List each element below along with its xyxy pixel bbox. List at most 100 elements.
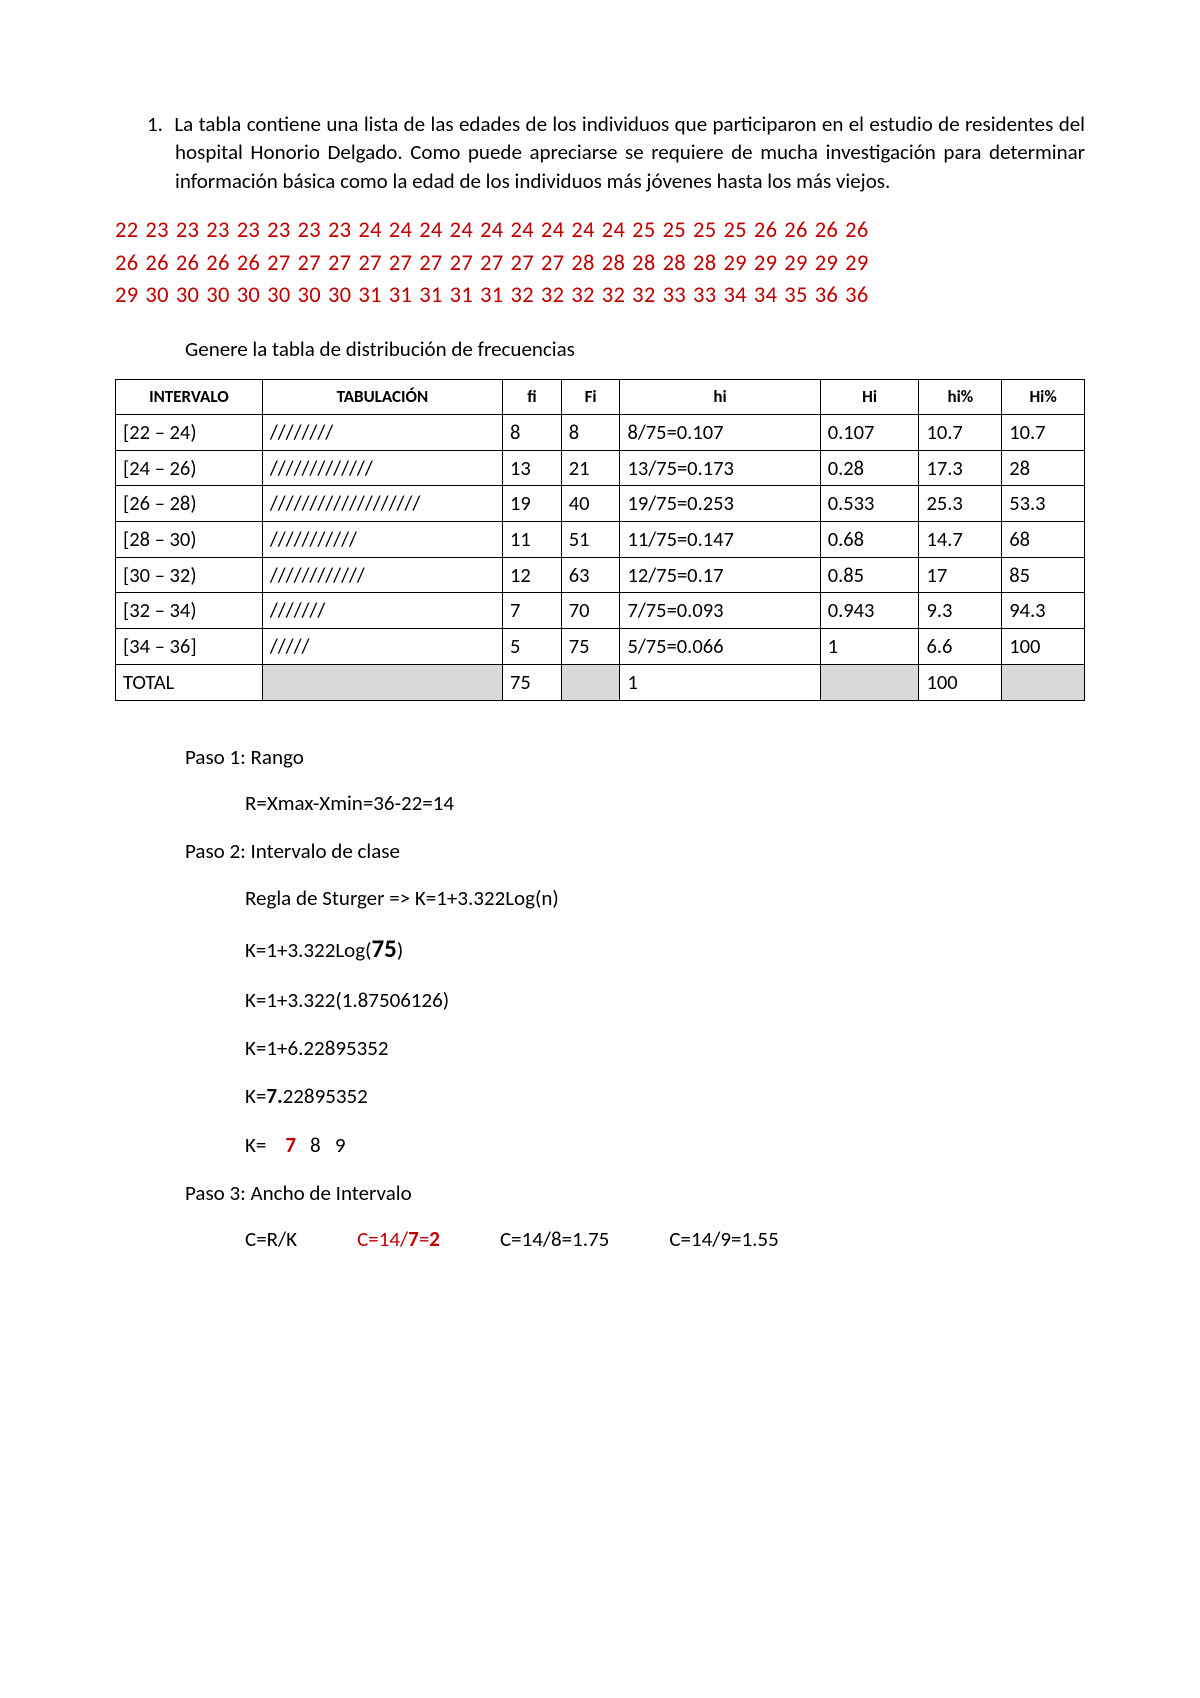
cell-total-Fi — [561, 664, 620, 700]
data-value: 26 — [206, 250, 229, 277]
data-value: 31 — [450, 282, 473, 309]
paso3-c3: C=14/8=1.75 — [500, 1225, 609, 1253]
cell-tab: /////// — [262, 593, 502, 629]
paso2-l5-pre: K= — [245, 1083, 266, 1109]
cell-intervalo: [30 – 32) — [116, 557, 263, 593]
data-value: 29 — [815, 250, 838, 277]
data-value: 30 — [298, 282, 321, 309]
cell-fi: 13 — [503, 450, 562, 486]
data-value: 31 — [389, 282, 412, 309]
cell-hipct: 9.3 — [919, 593, 1002, 629]
data-value: 27 — [480, 250, 503, 277]
th-hi: hi — [620, 380, 820, 415]
paso2-line3: K=1+3.322(1.87506126) — [245, 986, 1085, 1014]
cell-Fi: 8 — [561, 415, 620, 451]
cell-Fi: 63 — [561, 557, 620, 593]
data-value: 25 — [632, 217, 655, 244]
cell-total-hi: 1 — [620, 664, 820, 700]
data-value: 30 — [176, 282, 199, 309]
data-value: 28 — [632, 250, 655, 277]
paso3-c2-d: 2 — [429, 1226, 440, 1252]
th-Hi: Hi — [820, 380, 919, 415]
cell-total-fi: 75 — [503, 664, 562, 700]
cell-Hipct: 28 — [1002, 450, 1085, 486]
table-row: [26 – 28)///////////////////194019/75=0.… — [116, 486, 1085, 522]
paso1-formula: R=Xmax-Xmin=36-22=14 — [245, 789, 1085, 817]
data-value: 24 — [480, 217, 503, 244]
cell-intervalo: [22 – 24) — [116, 415, 263, 451]
th-hipct: hi% — [919, 380, 1002, 415]
data-value: 29 — [754, 250, 777, 277]
cell-hi: 8/75=0.107 — [620, 415, 820, 451]
cell-tab: /////////// — [262, 522, 502, 558]
data-value: 23 — [328, 217, 351, 244]
data-value: 30 — [237, 282, 260, 309]
cell-Hipct: 94.3 — [1002, 593, 1085, 629]
data-value: 29 — [784, 250, 807, 277]
cell-hi: 5/75=0.066 — [620, 629, 820, 665]
paso2-l2-pre: K=1+3.322Log( — [245, 937, 372, 963]
paso2-k-7: 7 — [285, 1132, 296, 1158]
cell-tab: ///////////// — [262, 450, 502, 486]
cell-fi: 19 — [503, 486, 562, 522]
data-value: 24 — [571, 217, 594, 244]
data-value: 25 — [693, 217, 716, 244]
data-value: 36 — [815, 282, 838, 309]
data-value: 24 — [541, 217, 564, 244]
cell-Hi: 1 — [820, 629, 919, 665]
paso2-line2: K=1+3.322Log(75) — [245, 932, 1085, 966]
data-value: 31 — [480, 282, 503, 309]
data-value: 23 — [267, 217, 290, 244]
cell-total-hipct: 100 — [919, 664, 1002, 700]
table-row: [22 – 24)////////888/75=0.1070.10710.710… — [116, 415, 1085, 451]
data-value: 29 — [723, 250, 746, 277]
paso2-k-pre: K= — [245, 1132, 285, 1158]
cell-Fi: 40 — [561, 486, 620, 522]
table-row: [34 – 36]/////5755/75=0.06616.6100 — [116, 629, 1085, 665]
cell-Hi: 0.85 — [820, 557, 919, 593]
data-value: 32 — [541, 282, 564, 309]
cell-fi: 11 — [503, 522, 562, 558]
cell-hipct: 17 — [919, 557, 1002, 593]
cell-tab: ///// — [262, 629, 502, 665]
data-value: 26 — [754, 217, 777, 244]
table-row: [32 – 34)///////7707/75=0.0930.9439.394.… — [116, 593, 1085, 629]
cell-Fi: 70 — [561, 593, 620, 629]
data-value: 33 — [663, 282, 686, 309]
data-value: 26 — [784, 217, 807, 244]
cell-total-Hi — [820, 664, 919, 700]
paso3-c2-b: 7 — [408, 1226, 419, 1252]
data-value: 23 — [298, 217, 321, 244]
th-Hipct: Hi% — [1002, 380, 1085, 415]
data-value: 27 — [267, 250, 290, 277]
paso2-l5-bold: 7. — [266, 1083, 282, 1109]
frequency-table: INTERVALO TABULACIÓN fi Fi hi Hi hi% Hi%… — [115, 379, 1085, 700]
data-value: 30 — [206, 282, 229, 309]
data-value: 27 — [510, 250, 533, 277]
data-value: 29 — [845, 250, 868, 277]
data-value: 23 — [237, 217, 260, 244]
cell-intervalo: [28 – 30) — [116, 522, 263, 558]
paso3-c4: C=14/9=1.55 — [669, 1225, 778, 1253]
data-value: 25 — [723, 217, 746, 244]
cell-Fi: 21 — [561, 450, 620, 486]
cell-total-Hipct — [1002, 664, 1085, 700]
table-total-row: TOTAL751100 — [116, 664, 1085, 700]
data-value: 28 — [693, 250, 716, 277]
data-value: 34 — [723, 282, 746, 309]
cell-fi: 5 — [503, 629, 562, 665]
data-value: 31 — [419, 282, 442, 309]
th-Fi: Fi — [561, 380, 620, 415]
data-value: 32 — [510, 282, 533, 309]
paso2-title: Paso 2: Intervalo de clase — [185, 837, 1085, 865]
table-row: [28 – 30)///////////115111/75=0.1470.681… — [116, 522, 1085, 558]
data-value: 26 — [845, 217, 868, 244]
data-value: 27 — [389, 250, 412, 277]
data-value: 23 — [206, 217, 229, 244]
cell-Fi: 51 — [561, 522, 620, 558]
data-value: 22 — [115, 217, 138, 244]
paso2-k-89: 8 9 — [310, 1132, 346, 1158]
paso3-c2-a: C=14/ — [357, 1226, 408, 1252]
cell-Fi: 75 — [561, 629, 620, 665]
data-value: 27 — [358, 250, 381, 277]
